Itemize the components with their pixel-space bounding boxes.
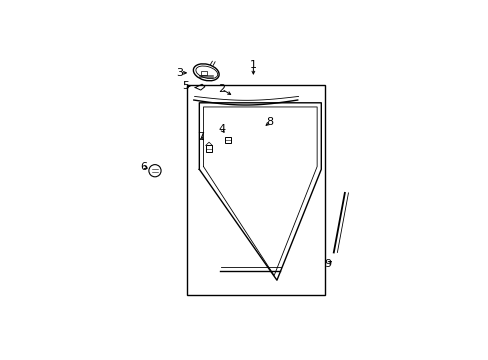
Text: 8: 8 [266,117,273,127]
Text: 7: 7 [197,132,204,143]
Ellipse shape [196,66,217,78]
Bar [201,71,206,75]
Text: 9: 9 [324,258,330,269]
Text: 4: 4 [218,124,224,134]
Bar [205,145,212,152]
Bar [186,85,325,296]
Bar [224,137,231,143]
Text: 5: 5 [182,81,188,91]
Text: 1: 1 [249,60,256,70]
Text: 6: 6 [140,162,147,172]
Ellipse shape [193,64,219,81]
Text: 3: 3 [176,68,183,78]
Text: 2: 2 [218,84,224,94]
Circle shape [148,165,161,177]
